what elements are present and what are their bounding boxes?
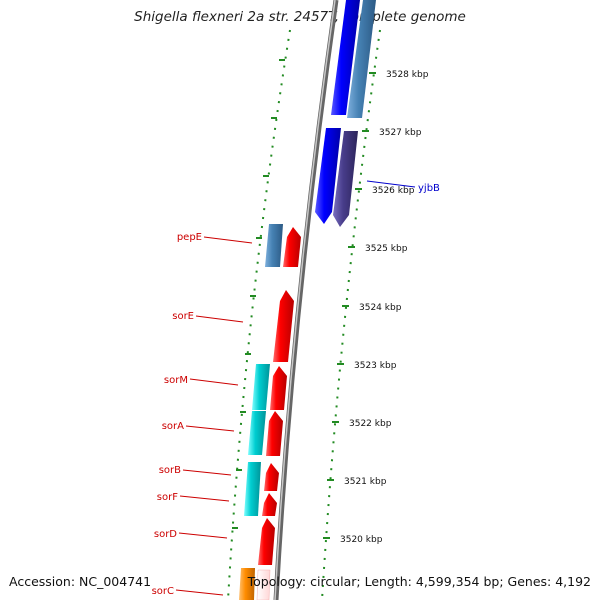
gene-label-leaders: [175, 180, 416, 596]
gene-orange-sorC: [239, 568, 255, 600]
gene-label-sorD: sorD: [154, 529, 177, 540]
scale-tick-label: 3526 kbp: [372, 186, 415, 196]
genome-summary-text: Topology: circular; Length: 4,599,354 bp…: [247, 574, 591, 589]
gene-label-sorC: sorC: [152, 586, 174, 597]
gene-reverse-red-sorB: [264, 463, 279, 491]
gene-labels: yjbB pepE sorE sorM sorA sorB sorF sorD sorC: [152, 183, 440, 597]
gene-cyan-sorB: [244, 462, 261, 516]
gene-label-sorA: sorA: [162, 421, 184, 432]
map-title: Shigella flexneri 2a str. 2457T, complet…: [134, 9, 466, 25]
gene-label-sorF: sorF: [157, 492, 178, 503]
gene-reverse-red-sorF: [262, 493, 277, 516]
gene-label-yjbB: yjbB: [418, 183, 440, 194]
inner-ring-ticks: [232, 59, 285, 529]
gene-forward-blue-yjbB: [315, 128, 341, 224]
gene-label-sorE: sorE: [172, 311, 194, 322]
gene-reverse-red-sorA: [266, 411, 283, 456]
gene-steelblue-top: [347, 0, 376, 118]
gene-pink-sorC: [256, 569, 271, 600]
scale-tick-label: 3524 kbp: [359, 303, 402, 313]
gene-forward-blue-top: [331, 0, 360, 115]
scale-tick-label: 3525 kbp: [365, 244, 408, 254]
scale-tick-label: 3523 kbp: [354, 361, 397, 371]
gene-steelblue-pepE: [265, 224, 283, 267]
gene-reverse-red-sorE: [273, 290, 294, 362]
scale-tick-label: 3527 kbp: [379, 128, 422, 138]
gene-label-sorB: sorB: [159, 465, 181, 476]
scale-tick-label: 3528 kbp: [386, 70, 429, 80]
gene-reverse-red-sorD: [258, 518, 275, 565]
gene-label-pepE: pepE: [177, 232, 202, 243]
gene-slateblue-yjbB: [333, 131, 358, 227]
gene-reverse-red-sorM: [270, 366, 287, 410]
gene-reverse-red-pepE: [283, 227, 301, 267]
accession-text: Accession: NC_004741: [9, 574, 152, 589]
gene-cyan-sorM: [252, 364, 270, 410]
genome-backbone: [273, 0, 339, 600]
gene-label-sorM: sorM: [164, 375, 188, 386]
scale-tick-label: 3522 kbp: [349, 419, 392, 429]
gene-cyan-sorA: [248, 411, 266, 455]
scale-tick-label: 3520 kbp: [340, 535, 383, 545]
scale-tick-label: 3521 kbp: [344, 477, 387, 487]
scale-ticks: 3528 kbp 3527 kbp 3526 kbp 3525 kbp 3524 kbp…: [323, 70, 429, 545]
